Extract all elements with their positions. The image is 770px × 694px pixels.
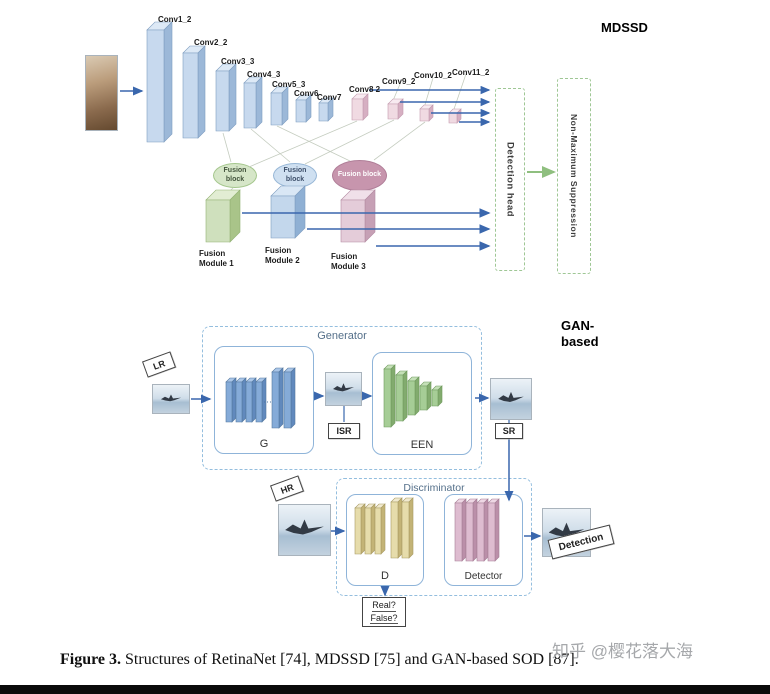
real-false-box: Real? False?: [362, 597, 406, 627]
fusion-block-1-label: Fusion block: [223, 167, 247, 183]
figure-caption-text: Structures of RetinaNet [74], MDSSD [75]…: [121, 651, 579, 668]
gan-layer-slabs: [225, 364, 500, 562]
figure-caption: Figure 3. Structures of RetinaNet [74], …: [60, 651, 728, 669]
bird-silhouette-icon: [498, 391, 524, 402]
watermark: 知乎 @樱花落大海: [552, 642, 693, 661]
real-label: Real?: [372, 600, 396, 612]
lr-tag-label: LR: [151, 357, 167, 372]
d-network-box: D: [346, 494, 424, 586]
conv-label-8: Conv8 2: [349, 85, 381, 94]
detection-head-box: Detection head: [495, 88, 525, 271]
hr-tag-label: HR: [279, 481, 295, 496]
gan-title: GAN- based: [561, 318, 599, 350]
nms-box: Non-Maximum Suppression: [557, 78, 591, 274]
bird-silhouette-icon: [160, 394, 182, 402]
conv-label-3: Conv3_3: [221, 57, 255, 66]
fusion-module-blocks: [205, 185, 376, 243]
discriminator-label: Discriminator: [403, 482, 465, 494]
fusion-module-2-label: Fusion Module 2: [265, 246, 300, 265]
conv-label-10: Conv10_2: [414, 71, 452, 80]
mdssd-arrows: [120, 85, 556, 251]
een-network-box: EEN: [372, 352, 472, 455]
figure-caption-number: Figure 3.: [60, 651, 122, 668]
mdssd-title: MDSSD: [601, 20, 648, 35]
conv-label-2: Conv2_2: [194, 38, 228, 47]
gan-arrows: [191, 391, 542, 597]
fusion-module-3-label: Fusion Module 3: [331, 252, 366, 271]
generator-label: Generator: [317, 330, 367, 342]
fusion-block-2: Fusion block: [273, 163, 317, 188]
nms-label: Non-Maximum Suppression: [569, 114, 579, 238]
d-network-label: D: [381, 570, 389, 582]
fusion-block-2-label: Fusion block: [283, 167, 307, 183]
fusion-block-1: Fusion block: [213, 163, 257, 188]
mdssd-input-image: [85, 55, 118, 131]
een-network-label: EEN: [410, 439, 434, 451]
lr-input-image: [152, 384, 190, 414]
conv-label-11: Conv11_2: [452, 68, 490, 77]
isr-image: [325, 372, 362, 406]
detection-head-label: Detection head: [504, 141, 516, 218]
detector-network-box: Detector: [444, 494, 523, 586]
g-network-box: G: [214, 346, 314, 454]
conv-label-1: Conv1_2: [158, 15, 192, 24]
fusion-module-1-label: Fusion Module 1: [199, 249, 234, 268]
bottom-bar: [0, 685, 770, 694]
conv-label-9: Conv9_2: [382, 77, 416, 86]
isr-tag: ISR: [328, 423, 360, 439]
conv-label-6: Conv6: [294, 89, 319, 98]
conv-blocks: [146, 21, 462, 143]
isr-tag-label: ISR: [336, 426, 352, 436]
conv-label-4: Conv4_3: [247, 70, 281, 79]
g-network-label: G: [259, 438, 269, 450]
hr-input-image: [278, 504, 331, 556]
sr-image: [490, 378, 532, 420]
false-label: False?: [370, 612, 398, 624]
detector-network-label: Detector: [464, 571, 503, 582]
sr-tag-label: SR: [502, 426, 516, 436]
fusion-block-3-label: Fusion block: [337, 171, 382, 179]
conv-label-7: Conv7: [317, 93, 342, 102]
conv-label-5: Conv5_3: [272, 80, 306, 89]
sr-tag: SR: [495, 423, 523, 439]
bird-silhouette-icon: [333, 383, 354, 392]
